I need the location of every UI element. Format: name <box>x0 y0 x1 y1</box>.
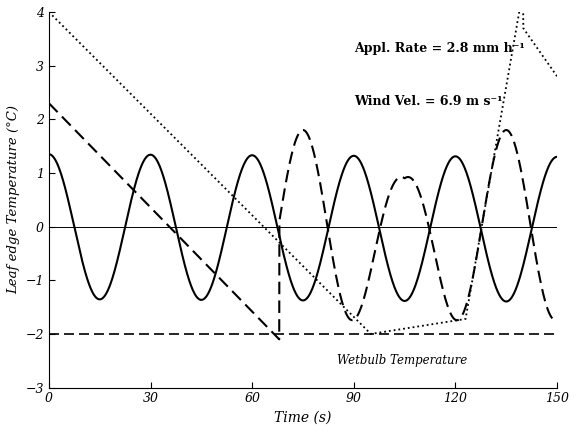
Text: Wind Vel. = 6.9 m s⁻¹: Wind Vel. = 6.9 m s⁻¹ <box>354 95 502 108</box>
Y-axis label: Leaf edge Temperature (°C): Leaf edge Temperature (°C) <box>7 105 20 294</box>
Text: Appl. Rate = 2.8 mm h⁻¹: Appl. Rate = 2.8 mm h⁻¹ <box>354 42 525 55</box>
Text: Wetbulb Temperature: Wetbulb Temperature <box>337 354 467 367</box>
X-axis label: Time (s): Time (s) <box>274 411 332 425</box>
